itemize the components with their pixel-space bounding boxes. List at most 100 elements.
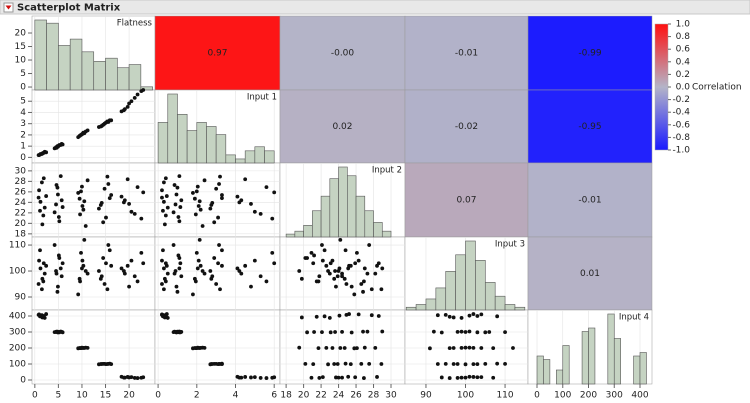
scatter-point: [171, 210, 176, 215]
scatter-point: [60, 205, 65, 209]
scatter-point: [362, 279, 366, 284]
scatter-point: [264, 279, 269, 284]
correlation-label: -0.00: [331, 49, 355, 59]
correlation-cell: [404, 89, 529, 164]
scatter-point: [332, 362, 337, 366]
histogram-bar: [588, 327, 596, 385]
scatter-point: [356, 258, 361, 263]
scatter-point: [172, 183, 177, 187]
scatter-point: [249, 284, 253, 289]
scatter-point: [217, 182, 221, 186]
histogram-bar: [613, 338, 621, 385]
x-tick-label: 18: [280, 391, 292, 401]
scatter-point: [58, 266, 63, 271]
scatter-point: [191, 191, 195, 195]
scatter-point: [54, 271, 59, 276]
scatter-point: [132, 274, 137, 279]
scatter-point: [129, 258, 134, 263]
scatter-point: [220, 263, 224, 268]
scatter-point: [121, 200, 126, 205]
scatter-point: [209, 362, 214, 366]
x-tick-label: 20: [123, 391, 135, 401]
x-tick-label: 20: [298, 391, 310, 401]
scatter-point: [337, 313, 342, 318]
histogram-bar: [504, 304, 516, 311]
histogram-bar: [445, 271, 456, 311]
x-tick-label: 90: [420, 391, 432, 401]
scatter-point: [243, 263, 248, 268]
scatter-point: [443, 312, 448, 317]
scatter-point: [76, 292, 81, 297]
histogram-bar: [167, 93, 178, 164]
histogram-bar: [105, 57, 118, 91]
scatter-point: [59, 274, 64, 279]
scatter-point: [471, 345, 476, 350]
scatter-point: [41, 314, 46, 318]
x-tick-label: 5: [56, 391, 62, 401]
scatter-point: [475, 314, 480, 318]
scatter-point: [119, 266, 124, 271]
scatter-point: [220, 248, 224, 253]
scatter-point: [163, 261, 168, 266]
scatter-point: [178, 330, 183, 335]
x-tick-label: 6: [271, 391, 277, 401]
scatter-point: [41, 176, 46, 181]
scatter-point: [249, 375, 253, 380]
scatter-point: [36, 195, 41, 200]
color-bar-label: -0.8: [672, 133, 690, 143]
scatter-point: [326, 269, 330, 273]
scatter-point: [101, 220, 106, 225]
scatter-point: [320, 330, 324, 335]
scatter-point: [435, 313, 440, 318]
scatter-point: [125, 177, 130, 182]
scatter-point: [80, 132, 84, 137]
scatter-point: [443, 361, 448, 366]
scatter-point: [39, 180, 44, 185]
scatter-point: [41, 150, 46, 155]
scatter-point: [362, 345, 367, 350]
y-tick-label: 100: [9, 267, 26, 277]
scatter-point: [343, 361, 348, 366]
scatter-point: [209, 276, 214, 281]
scatter-point: [272, 190, 277, 195]
color-bar: [654, 23, 669, 151]
scatter-point: [235, 266, 240, 271]
scatter-point: [195, 184, 200, 189]
scatter-point: [57, 219, 62, 224]
color-bar-label: -0.2: [672, 95, 690, 105]
scatter-point: [258, 376, 263, 380]
histogram-bar: [455, 254, 466, 311]
scatter-point: [330, 346, 335, 350]
scatter-point: [202, 345, 207, 350]
y-tick-label: 0: [20, 376, 26, 386]
scatter-point: [380, 266, 385, 271]
scatter-point: [191, 346, 195, 351]
scatter-point: [109, 118, 114, 123]
scatter-point: [208, 269, 213, 273]
y-tick-label: 5: [20, 69, 26, 79]
scatter-point: [258, 212, 263, 216]
scatter-point: [237, 269, 242, 273]
scatter-point: [161, 248, 165, 253]
scatter-point: [135, 185, 140, 190]
correlation-cell: [527, 89, 653, 164]
scatter-point: [164, 194, 169, 198]
scatter-point: [52, 243, 57, 247]
plot-cell: [154, 162, 281, 238]
scatter-point: [336, 269, 341, 273]
histogram-bar: [494, 295, 506, 311]
scatter-point: [127, 202, 131, 206]
scatter-point: [328, 330, 333, 335]
scatter-point: [297, 345, 302, 350]
scatter-point: [451, 315, 456, 320]
scatter-point: [367, 361, 372, 366]
scatter-point: [362, 266, 367, 271]
histogram-bar: [254, 146, 265, 164]
scatter-point: [252, 209, 257, 214]
scatter-point: [243, 375, 248, 379]
scatter-point: [174, 192, 179, 197]
y-tick-label: 20: [15, 219, 27, 229]
histogram-bar: [157, 122, 169, 164]
scatter-point: [218, 174, 222, 179]
correlation-label: 0.02: [332, 122, 352, 132]
